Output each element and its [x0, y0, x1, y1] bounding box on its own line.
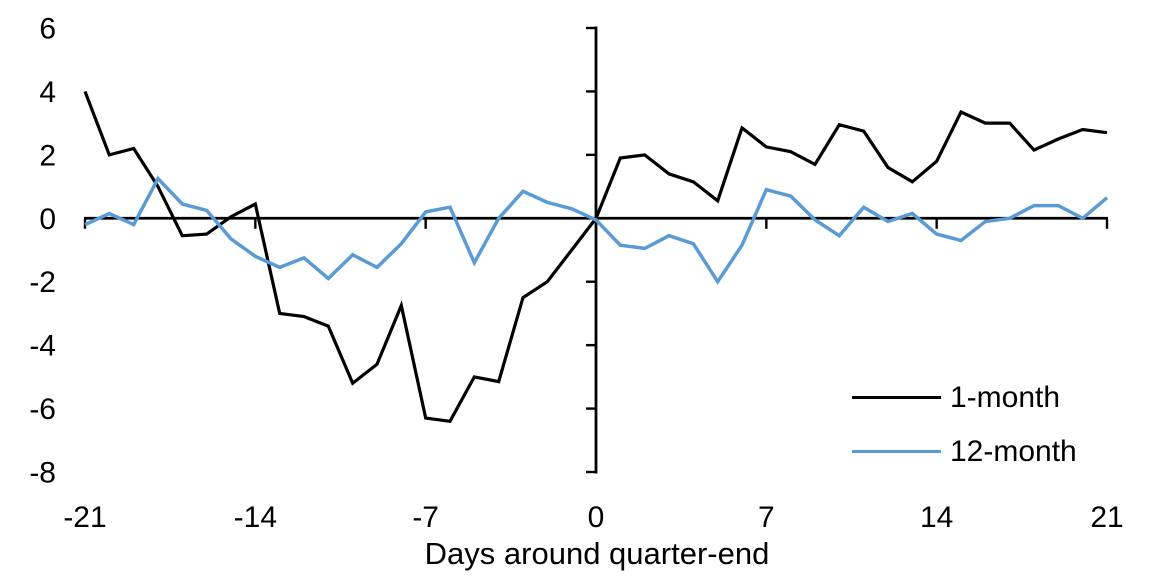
- x-tick-label: -21: [63, 501, 106, 534]
- y-tick-label: 6: [39, 13, 56, 46]
- y-tick-label: -2: [29, 266, 56, 299]
- x-tick-label: -7: [412, 501, 439, 534]
- legend-swatch-1-month: [852, 395, 941, 400]
- x-tick-label: 21: [1090, 501, 1123, 534]
- y-tick-label: -6: [29, 393, 56, 426]
- x-tick-label: 7: [758, 501, 775, 534]
- legend-item-1-month: 1-month: [852, 381, 1077, 414]
- legend-label-12-month: 12-month: [950, 434, 1077, 468]
- y-tick-label: 0: [39, 203, 56, 236]
- x-tick-label: 0: [588, 501, 605, 534]
- legend-swatch-12-month: [852, 449, 941, 454]
- y-tick-label: -8: [29, 457, 56, 490]
- legend-label-1-month: 1-month: [950, 380, 1061, 414]
- x-tick-label: -14: [234, 501, 277, 534]
- y-tick-label: 4: [39, 76, 56, 109]
- y-tick-label: 2: [39, 139, 56, 172]
- legend: 1-month 12-month: [852, 381, 1077, 489]
- x-axis-title: Days around quarter-end: [424, 536, 770, 571]
- series-12-month-line: [84, 175, 1109, 285]
- legend-item-12-month: 12-month: [852, 435, 1077, 468]
- y-tick-label: -4: [29, 330, 56, 363]
- x-tick-label: 14: [920, 501, 953, 534]
